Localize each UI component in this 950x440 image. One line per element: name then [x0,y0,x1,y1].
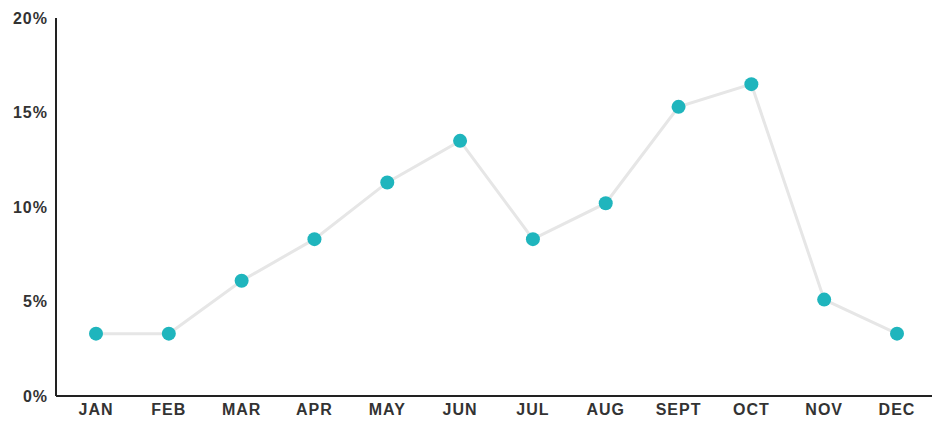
svg-text:MAY: MAY [369,401,406,418]
svg-text:AUG: AUG [586,401,625,418]
svg-text:15%: 15% [13,104,48,121]
svg-text:MAR: MAR [222,401,261,418]
svg-text:DEC: DEC [879,401,916,418]
svg-text:10%: 10% [13,199,48,216]
svg-text:JAN: JAN [78,401,113,418]
svg-text:JUN: JUN [443,401,478,418]
svg-text:0%: 0% [23,388,48,405]
svg-text:OCT: OCT [733,401,770,418]
svg-text:NOV: NOV [805,401,843,418]
svg-text:JUL: JUL [516,401,549,418]
svg-text:20%: 20% [13,10,48,27]
svg-text:APR: APR [296,401,333,418]
svg-text:FEB: FEB [151,401,186,418]
svg-text:5%: 5% [23,293,48,310]
svg-text:SEPT: SEPT [656,401,702,418]
